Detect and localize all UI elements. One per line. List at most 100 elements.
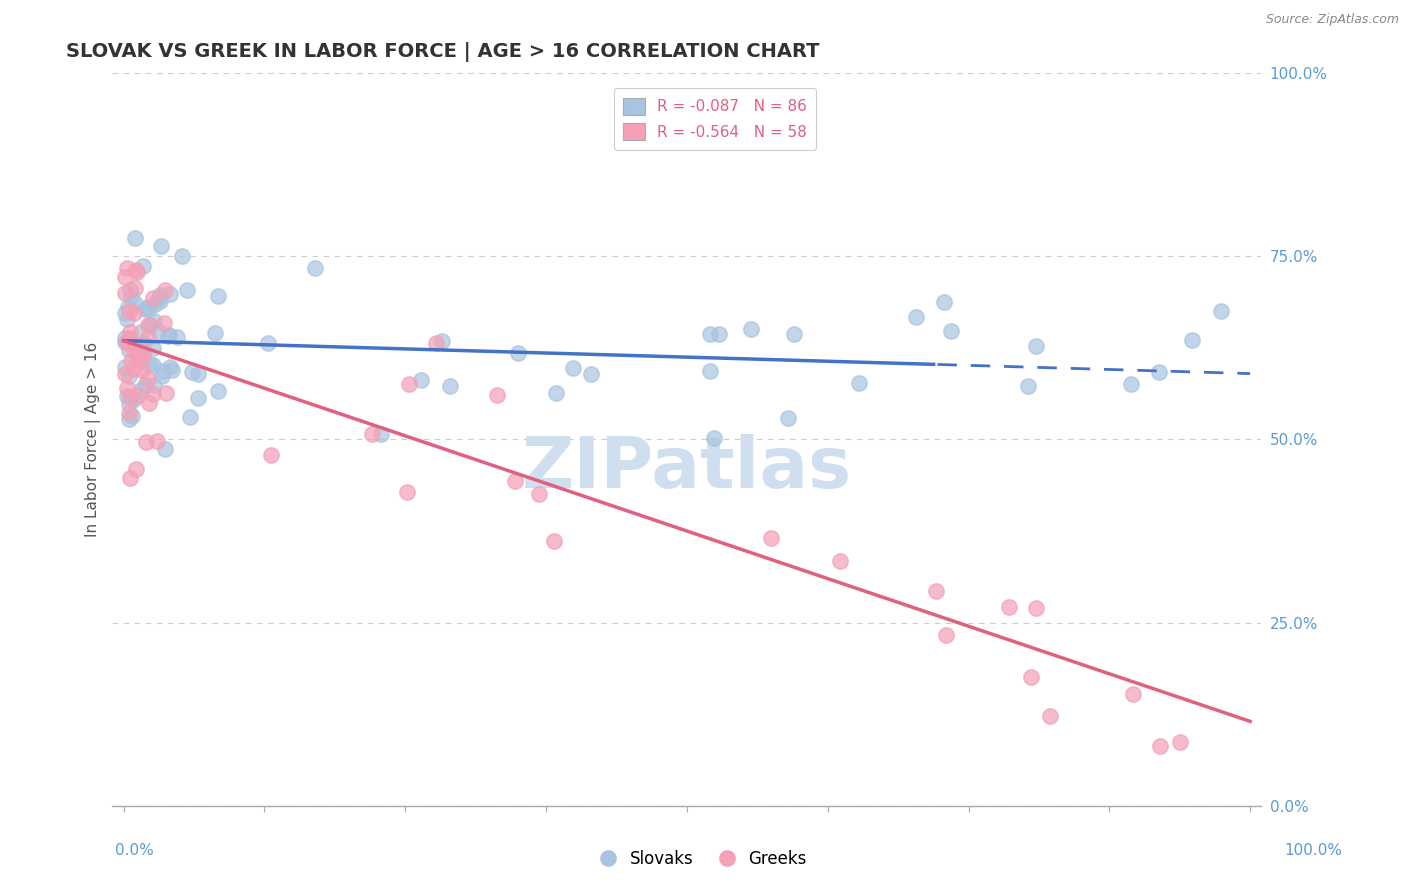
Point	[157, 327, 180, 342]
Point	[124, 231, 146, 245]
Point	[830, 554, 852, 568]
Text: 100.0%: 100.0%	[1285, 843, 1343, 858]
Point	[132, 335, 155, 350]
Point	[129, 353, 152, 368]
Point	[114, 331, 136, 345]
Point	[129, 340, 152, 354]
Point	[579, 367, 602, 381]
Point	[304, 261, 326, 276]
Point	[120, 283, 142, 297]
Point	[503, 474, 526, 488]
Point	[411, 374, 433, 388]
Point	[166, 330, 188, 344]
Point	[134, 302, 156, 317]
Point	[131, 348, 153, 362]
Point	[562, 361, 585, 376]
Point	[1122, 687, 1144, 701]
Point	[120, 471, 142, 485]
Point	[204, 326, 226, 340]
Point	[125, 341, 148, 355]
Point	[207, 384, 229, 398]
Point	[142, 314, 165, 328]
Point	[122, 362, 145, 376]
Point	[125, 263, 148, 277]
Point	[120, 325, 142, 339]
Point	[114, 270, 136, 285]
Point	[139, 318, 162, 332]
Point	[138, 301, 160, 316]
Point	[127, 387, 149, 401]
Point	[124, 344, 146, 359]
Point	[1181, 333, 1204, 347]
Point	[142, 378, 165, 392]
Point	[159, 287, 181, 301]
Point	[131, 325, 153, 339]
Point	[115, 336, 138, 351]
Point	[709, 326, 731, 341]
Point	[935, 628, 957, 642]
Point	[699, 364, 721, 378]
Point	[1168, 735, 1191, 749]
Point	[114, 285, 136, 300]
Point	[207, 289, 229, 303]
Point	[127, 351, 149, 366]
Point	[180, 364, 202, 378]
Point	[546, 385, 568, 400]
Point	[848, 376, 870, 390]
Point	[120, 390, 142, 404]
Point	[149, 239, 172, 253]
Point	[136, 300, 159, 314]
Point	[135, 434, 157, 449]
Point	[122, 295, 145, 310]
Point	[904, 310, 927, 324]
Point	[152, 364, 174, 378]
Point	[149, 294, 172, 309]
Point	[115, 389, 138, 403]
Point	[485, 388, 508, 402]
Point	[176, 284, 198, 298]
Point	[439, 379, 461, 393]
Text: 0.0%: 0.0%	[115, 843, 155, 858]
Point	[118, 343, 141, 357]
Point	[120, 290, 142, 304]
Text: SLOVAK VS GREEK IN LABOR FORCE | AGE > 16 CORRELATION CHART: SLOVAK VS GREEK IN LABOR FORCE | AGE > 1…	[66, 42, 820, 62]
Point	[260, 448, 283, 462]
Point	[360, 427, 382, 442]
Point	[118, 303, 141, 318]
Point	[131, 363, 153, 377]
Point	[1211, 303, 1233, 318]
Point	[159, 360, 181, 375]
Point	[117, 331, 139, 345]
Point	[152, 369, 174, 384]
Point	[120, 354, 142, 368]
Point	[148, 291, 170, 305]
Point	[124, 392, 146, 406]
Point	[115, 261, 138, 276]
Point	[761, 531, 783, 545]
Point	[131, 347, 153, 361]
Point	[136, 318, 159, 332]
Point	[1119, 377, 1142, 392]
Point	[783, 326, 806, 341]
Point	[145, 297, 167, 311]
Point	[146, 434, 169, 449]
Point	[118, 397, 141, 411]
Point	[114, 360, 136, 375]
Point	[114, 335, 136, 350]
Point	[1025, 338, 1047, 352]
Point	[187, 367, 209, 381]
Point	[1017, 378, 1039, 392]
Point	[148, 324, 170, 338]
Point	[699, 327, 721, 342]
Point	[934, 294, 956, 309]
Point	[121, 336, 143, 351]
Point	[136, 371, 159, 385]
Legend: Slovaks, Greeks: Slovaks, Greeks	[593, 844, 813, 875]
Point	[118, 412, 141, 426]
Point	[1149, 365, 1171, 379]
Point	[118, 406, 141, 420]
Point	[395, 484, 418, 499]
Point	[941, 324, 963, 338]
Point	[131, 383, 153, 397]
Point	[153, 283, 176, 297]
